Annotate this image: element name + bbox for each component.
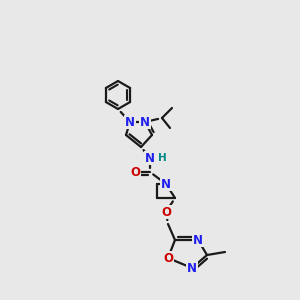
Text: N: N bbox=[125, 116, 135, 128]
Text: N: N bbox=[187, 262, 197, 275]
Text: N: N bbox=[193, 233, 203, 247]
Text: N: N bbox=[140, 116, 150, 128]
Text: N: N bbox=[161, 178, 171, 190]
Text: O: O bbox=[163, 251, 173, 265]
Text: O: O bbox=[130, 166, 140, 178]
Text: H: H bbox=[158, 153, 166, 163]
Text: N: N bbox=[145, 152, 155, 164]
Text: O: O bbox=[161, 206, 171, 218]
